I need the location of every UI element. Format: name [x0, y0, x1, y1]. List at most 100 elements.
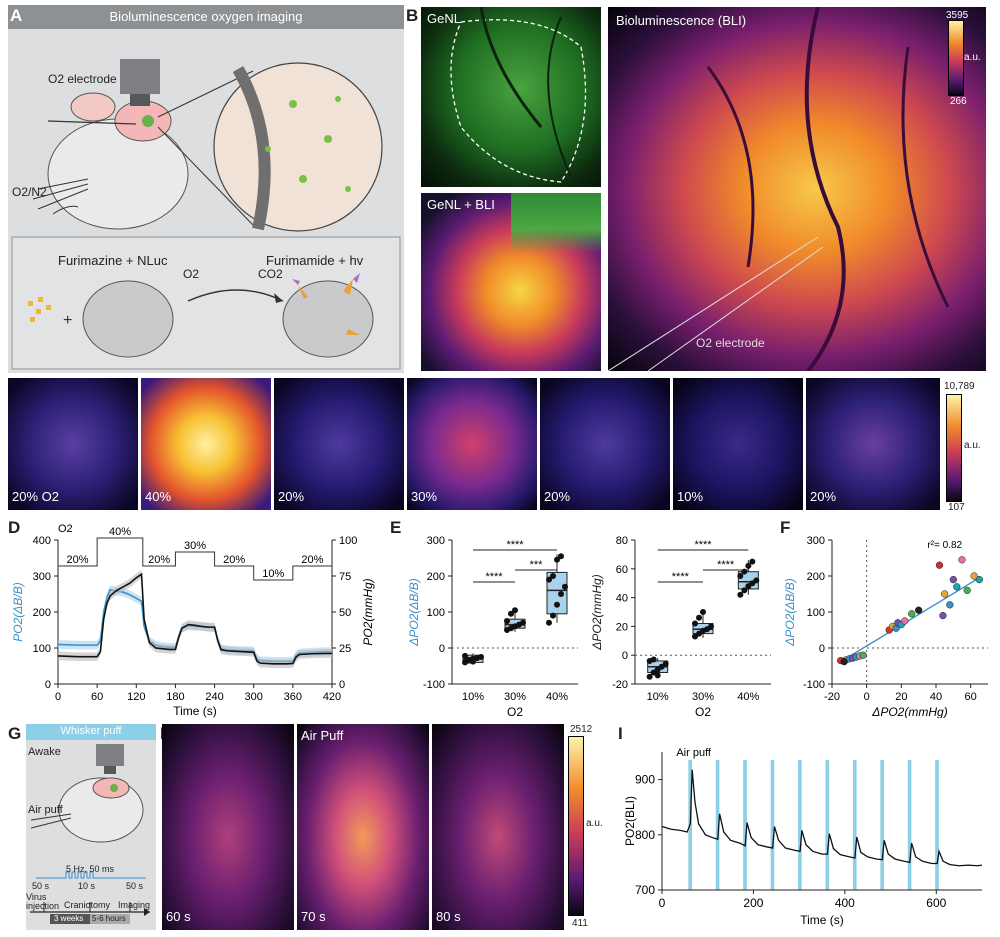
x-tick-label: 180 [166, 691, 184, 703]
c-frame-4: 30% [407, 378, 537, 510]
h-frame-1: 60 s [162, 724, 294, 930]
h-cbar-max: 2512 [570, 724, 593, 735]
c-frame-3: 20% [274, 378, 404, 510]
panel-g-label: G [8, 724, 22, 743]
data-point [512, 607, 518, 614]
panel-a-title-bar: Bioluminescence oxygen imaging [8, 5, 404, 29]
panel-e-label: E [390, 518, 402, 537]
data-point [692, 620, 698, 627]
y-tick-right-label: 100 [339, 535, 357, 547]
air-puff-title: Air Puff [301, 728, 344, 743]
bli-label: Bioluminescence (BLI) [616, 13, 747, 28]
c-frame-6: 10% [673, 378, 803, 510]
significance-label: **** [485, 571, 503, 583]
whisker-puff-title: Whisker puff [60, 725, 122, 737]
air-puff-annotation: Air puff [676, 747, 712, 759]
panel-g-illustration [30, 744, 150, 924]
reactant-label: O2 [183, 267, 200, 281]
panel-a: Bioluminescence oxygen imaging + [8, 5, 404, 373]
box [546, 571, 568, 615]
y-tick-label: 0 [45, 679, 51, 691]
bli-image: Bioluminescence (BLI) O2 electrode [608, 7, 986, 371]
y-tick-right-label: 0 [339, 679, 345, 691]
c-frame-1: 20% O2 [8, 378, 138, 510]
y-tick-label: -20 [612, 679, 628, 691]
bli-colorbar [948, 20, 964, 96]
chart-e2: -20 0 20 40 60 80 10% 30% 40% O2 ΔPO2(mmHg) **** ***… [590, 535, 771, 718]
scatter-point [939, 611, 947, 620]
x-tick-label: 120 [127, 691, 145, 703]
x-axis-label: O2 [695, 705, 711, 718]
data-point [700, 609, 706, 615]
air-puff-bar [935, 760, 939, 890]
c-frame-7-label: 20% [810, 489, 837, 504]
y-tick-label: 0 [439, 643, 445, 655]
scatter-point [840, 658, 848, 666]
bli-cbar-unit: a.u. [964, 52, 981, 63]
air-puff-bar [880, 760, 884, 890]
data-point [646, 673, 653, 680]
c-frame-3-label: 20% [278, 489, 305, 504]
data-point [550, 612, 556, 619]
c-frame-6-label: 10% [677, 489, 704, 504]
c-frame-2: 40% [141, 378, 271, 510]
y-tick-label: 100 [427, 607, 445, 619]
scatter-point [908, 610, 916, 618]
data-point [749, 558, 756, 565]
x-tick-label: 400 [835, 896, 855, 910]
data-point [696, 614, 702, 621]
trace-line [661, 769, 983, 867]
c-cbar-min: 107 [948, 502, 965, 513]
chart-i: 0 200 400 600 700 800 900 Time (s) PO2(BLI) Air p… [623, 747, 983, 927]
data-point [662, 660, 669, 667]
y-tick-label: 0 [819, 643, 825, 655]
data-point [504, 618, 510, 624]
x-tick-label: 20 [895, 691, 907, 703]
data-point [478, 654, 484, 660]
x-tick-label: -20 [824, 691, 840, 703]
scatter-point [975, 575, 983, 584]
t2-label: 10 s [78, 881, 96, 891]
x-tick-label: 300 [245, 691, 263, 703]
x-tick-label: 600 [926, 896, 946, 910]
data-point [546, 576, 552, 583]
data-point [654, 672, 661, 679]
chart-f: -20 0 20 40 60 -100 0 100 200 300 ΔPO2(mmHg) ΔPO2(Δ… [783, 535, 988, 718]
significance-label: **** [506, 539, 524, 551]
data-point [650, 656, 657, 663]
y-axis-left-label: PO2(ΔB/B) [11, 582, 25, 641]
h-frame-3-label: 80 s [436, 909, 461, 924]
data-point [546, 619, 552, 626]
data-point [745, 562, 752, 569]
y-tick-label: 40 [616, 593, 628, 605]
bli-cbar-max: 3595 [946, 10, 969, 21]
o2-step-label: 20% [301, 554, 323, 566]
data-point [737, 591, 744, 598]
y-axis-label: ΔPO2(mmHg) [590, 574, 604, 650]
data-point [741, 587, 748, 594]
h-frame-2-label: 70 s [301, 909, 326, 924]
y-tick-right-label: 25 [339, 643, 351, 655]
scatter-point [901, 617, 909, 625]
data-point [462, 652, 468, 659]
scatter-point [859, 651, 867, 659]
x-axis-label: Time (s) [173, 704, 217, 718]
o2-trace-label: O2 [58, 523, 73, 535]
genl-image: GeNL [421, 7, 601, 187]
o2-step-label: 20% [148, 554, 170, 566]
x-tick-label: 40 [930, 691, 942, 703]
data-point [470, 658, 476, 665]
o2-step-trace [58, 537, 332, 581]
data-point [554, 556, 560, 563]
craniotomy-label: Craniotomy [64, 900, 111, 910]
data-point [562, 583, 568, 590]
panel-d-label: D [8, 518, 21, 537]
y-axis-label: ΔPO2(ΔB/B) [783, 578, 797, 646]
air-puff-bar [770, 760, 775, 890]
y-tick-label: 200 [427, 571, 445, 583]
significance-label: **** [672, 571, 690, 583]
y-tick-right-label: 75 [339, 571, 351, 583]
y-tick-label: 900 [635, 773, 655, 787]
hours-label: 5-6 hours [92, 914, 126, 923]
x-tick-label: 420 [323, 691, 341, 703]
